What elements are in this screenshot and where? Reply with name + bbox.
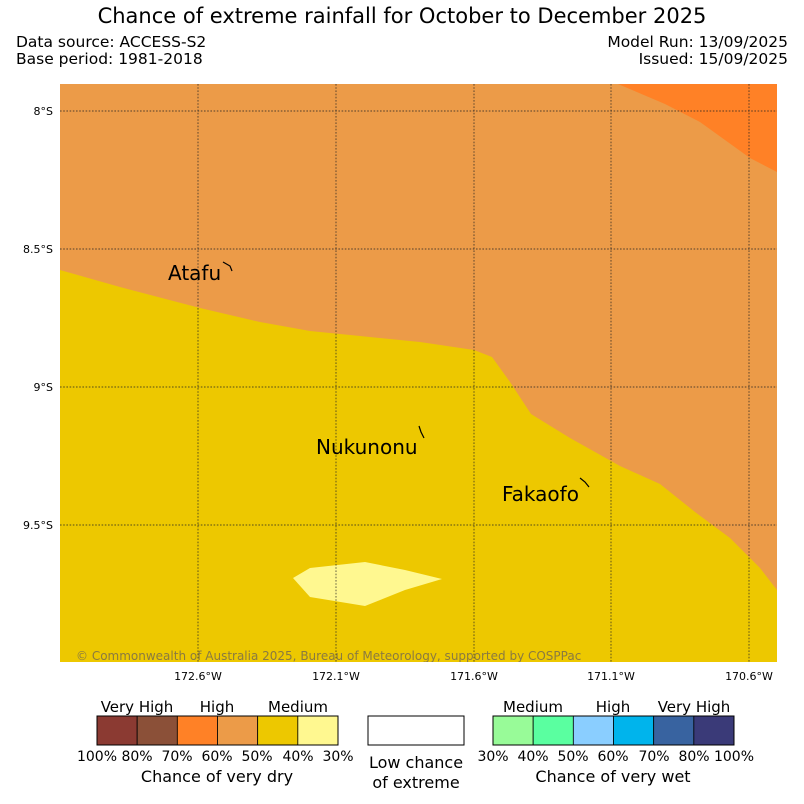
- lat-label-9-5s: 9.5°S: [23, 519, 53, 532]
- legend-wet-colorbar: [492, 715, 735, 746]
- map-area: © Commonwealth of Australia 2025, Bureau…: [60, 84, 777, 663]
- legend-dry-tick-70: 70%: [161, 749, 192, 765]
- lon-label-171-6w: 171.6°W: [450, 670, 498, 683]
- issued-date: Issued: 15/09/2025: [638, 50, 788, 68]
- legend-dry-caption: Chance of very dry: [141, 767, 293, 786]
- legend-wet-swatch-1: [532, 715, 574, 746]
- region-dry-70-80: [618, 84, 777, 172]
- lon-label-170-6w: 170.6°W: [725, 670, 773, 683]
- legend-dry-swatch-3: [217, 715, 259, 746]
- legend-dry-tick-30: 30%: [322, 749, 353, 765]
- legend-wet-tick-40: 40%: [517, 749, 548, 765]
- legend-wet-tick-80: 80%: [678, 749, 709, 765]
- region-dry-30-40: [293, 562, 442, 606]
- legend-wet-swatch-3: [613, 715, 655, 746]
- legend-wet-tick-30: 30%: [477, 749, 508, 765]
- legend-dry-swatch-4: [257, 715, 299, 746]
- island-outlines: [222, 261, 590, 488]
- atafu-island: [222, 261, 233, 272]
- legend-wet-tick-100: 100%: [714, 749, 754, 765]
- legend-wet-swatch-5: [693, 715, 735, 746]
- legend-dry-label-medium: Medium: [268, 698, 328, 716]
- legend-dry-tick-50: 50%: [241, 749, 272, 765]
- legend-wet-tick-50: 50%: [557, 749, 588, 765]
- lon-label-171-1w: 171.1°W: [587, 670, 635, 683]
- page-title: Chance of extreme rainfall for October t…: [97, 4, 707, 28]
- place-label-fakaofo: Fakaofo: [502, 482, 579, 506]
- legend-dry-tick-100: 100%: [77, 749, 117, 765]
- legend-dry-label-very-high: Very High: [101, 698, 174, 716]
- legend-dry-tick-60: 60%: [201, 749, 232, 765]
- legend-wet-label-very-high: Very High: [658, 698, 731, 716]
- legend-low-line1: Low chance: [369, 753, 463, 772]
- model-run: Model Run: 13/09/2025: [607, 33, 788, 51]
- lat-label-9s: 9°S: [34, 381, 53, 394]
- legend-wet-frame: [492, 715, 735, 746]
- legend-wet-swatch-0: [492, 715, 534, 746]
- base-period: Base period: 1981-2018: [16, 50, 203, 68]
- legend-dry-colorbar: [96, 715, 339, 746]
- legend-wet-swatch-2: [572, 715, 614, 746]
- legend-dry-label-high: High: [200, 698, 234, 716]
- legend-dry: Very High High Medium 100% 80% 70% 60% 5…: [77, 698, 354, 786]
- data-source: Data source: ACCESS-S2: [16, 33, 207, 51]
- legend-dry-swatch-1: [136, 715, 178, 746]
- legend-wet-tick-60: 60%: [597, 749, 628, 765]
- legend-dry-swatch-5: [297, 715, 339, 746]
- legend-dry-tick-80: 80%: [121, 749, 152, 765]
- lat-label-8s: 8°S: [34, 105, 53, 118]
- legend-low: Low chance of extreme: [367, 715, 465, 792]
- legend-dry-tick-40: 40%: [282, 749, 313, 765]
- place-label-atafu: Atafu: [168, 261, 221, 285]
- meta-right: Model Run: 13/09/2025 Issued: 15/09/2025: [607, 34, 788, 68]
- grid-lines: [60, 84, 777, 662]
- meta-left: Data source: ACCESS-S2 Base period: 1981…: [16, 34, 206, 68]
- legend-dry-swatch-0: [96, 715, 138, 746]
- legend-low-swatch: [367, 715, 465, 746]
- legend-low-line2: of extreme: [372, 773, 459, 792]
- fakaofo-island: [579, 477, 590, 488]
- lat-label-8-5s: 8.5°S: [23, 243, 53, 256]
- legend-dry-swatch-2: [176, 715, 218, 746]
- nukunonu-island: [418, 425, 425, 439]
- place-label-nukunonu: Nukunonu: [316, 435, 418, 459]
- legend-wet: Medium High Very High 30% 40% 50% 60% 70…: [477, 698, 754, 786]
- lon-label-172-6w: 172.6°W: [174, 670, 222, 683]
- legend-wet-label-high: High: [596, 698, 630, 716]
- copyright-notice: © Commonwealth of Australia 2025, Bureau…: [76, 649, 581, 663]
- legend-dry-frame: [96, 715, 339, 746]
- legend-wet-caption: Chance of very wet: [535, 767, 690, 786]
- legend-wet-label-medium: Medium: [503, 698, 563, 716]
- legend-wet-tick-70: 70%: [638, 749, 669, 765]
- region-dry-40-50: [60, 270, 777, 662]
- legend-wet-swatch-4: [653, 715, 695, 746]
- lon-label-172-1w: 172.1°W: [312, 670, 360, 683]
